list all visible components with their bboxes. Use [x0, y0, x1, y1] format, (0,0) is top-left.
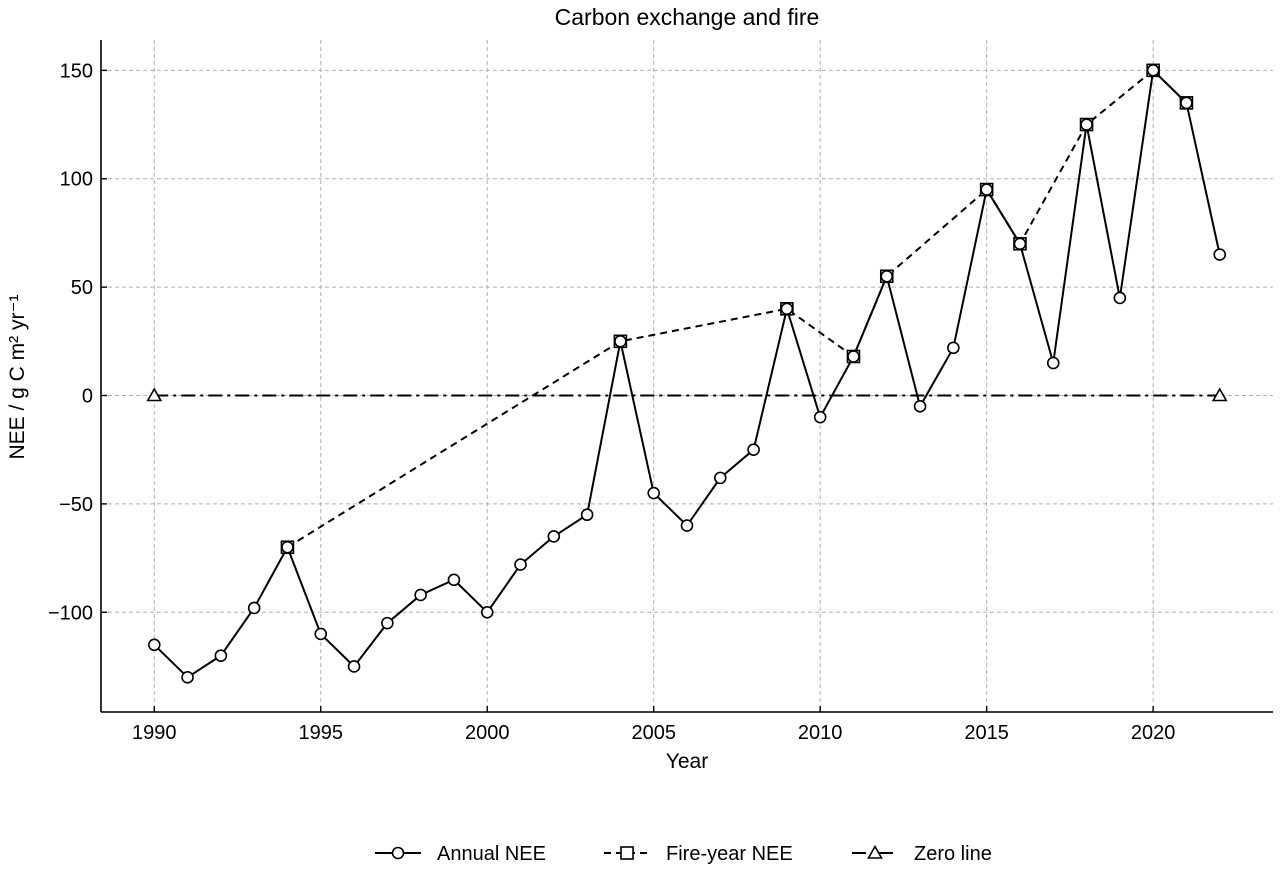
data-point-annual-nee — [1046, 356, 1060, 370]
data-point-annual-nee — [414, 588, 427, 602]
y-tick-label: 0 — [82, 386, 93, 408]
legend-label: Annual NEE — [437, 843, 546, 865]
series-fire-year-nee — [280, 63, 1194, 555]
x-tick-label: 2010 — [798, 722, 843, 744]
data-point-annual-nee — [913, 400, 927, 413]
data-point-zero-line — [146, 387, 163, 402]
data-point-annual-nee — [514, 558, 527, 571]
y-tick-label: −100 — [48, 602, 93, 624]
data-point-annual-nee — [1080, 118, 1093, 131]
data-point-annual-nee — [947, 341, 960, 355]
x-tick-label: 2015 — [964, 722, 1009, 744]
data-point-annual-nee — [547, 530, 561, 543]
x-tick-label: 2020 — [1131, 722, 1176, 744]
data-point-annual-nee — [847, 350, 860, 363]
chart-title: Carbon exchange and fire — [555, 4, 820, 30]
legend-item-zero-line: Zero line — [852, 843, 992, 865]
series-line-fire-year-nee — [286, 69, 1188, 549]
legend-item-annual-nee: Annual NEE — [375, 843, 546, 865]
legend-label: Fire-year NEE — [666, 843, 793, 865]
data-point-annual-nee — [880, 269, 894, 283]
x-tick-label: 2005 — [631, 722, 676, 744]
data-point-annual-nee — [347, 660, 361, 673]
data-point-annual-nee — [480, 605, 494, 619]
data-point-annual-nee — [1113, 291, 1127, 305]
data-point-annual-nee — [214, 649, 228, 662]
data-point-annual-nee — [647, 486, 661, 500]
data-point-annual-nee — [181, 671, 194, 684]
series-annual-nee — [147, 64, 1227, 684]
data-point-annual-nee — [1180, 96, 1193, 110]
data-point-annual-nee — [1213, 248, 1227, 261]
data-point-annual-nee — [281, 540, 294, 554]
data-point-annual-nee — [614, 335, 627, 348]
data-point-annual-nee — [314, 627, 328, 641]
data-point-annual-nee — [1146, 64, 1160, 77]
data-point-annual-nee — [1013, 237, 1027, 251]
x-axis-title: Year — [666, 750, 708, 773]
series-zero-line — [146, 387, 1228, 402]
y-axis-title: NEE / g C m² yr⁻¹ — [6, 294, 29, 459]
data-point-annual-nee — [247, 601, 261, 615]
series-line-annual-nee — [153, 69, 1221, 679]
data-point-annual-nee — [713, 471, 727, 485]
data-point-annual-nee — [780, 302, 794, 316]
x-tick-label: 1995 — [299, 722, 344, 744]
legend: Annual NEE Fire-year NEE Zero line — [375, 843, 992, 865]
y-tick-label: −50 — [59, 494, 93, 516]
legend-swatch-marker — [391, 846, 405, 860]
y-tick-label: 50 — [71, 277, 93, 299]
data-point-annual-nee — [147, 638, 161, 652]
axes — [100, 40, 1273, 713]
y-tick-label: 100 — [60, 169, 93, 191]
x-tick-label: 1990 — [132, 722, 177, 744]
x-tick-label: 2000 — [465, 722, 510, 744]
data-point-annual-nee — [381, 616, 394, 630]
y-tick-label: 150 — [60, 60, 93, 82]
data-point-annual-nee — [447, 573, 461, 587]
data-point-annual-nee — [680, 519, 694, 532]
legend-swatch-marker — [867, 844, 883, 859]
data-point-annual-nee — [580, 508, 594, 522]
data-point-annual-nee — [980, 183, 993, 196]
data-point-zero-line — [1211, 387, 1228, 402]
legend-item-fire-year-nee: Fire-year NEE — [604, 843, 793, 865]
legend-label: Zero line — [914, 843, 992, 865]
data-point-annual-nee — [813, 410, 827, 424]
series-group — [146, 63, 1228, 684]
legend-swatch-marker — [620, 846, 634, 860]
grid — [101, 40, 1273, 712]
data-point-annual-nee — [747, 443, 760, 457]
ticks: 1990 1995 2000 2005 2010 2015 2020 −100 −50 0 50 10… — [48, 60, 1175, 744]
